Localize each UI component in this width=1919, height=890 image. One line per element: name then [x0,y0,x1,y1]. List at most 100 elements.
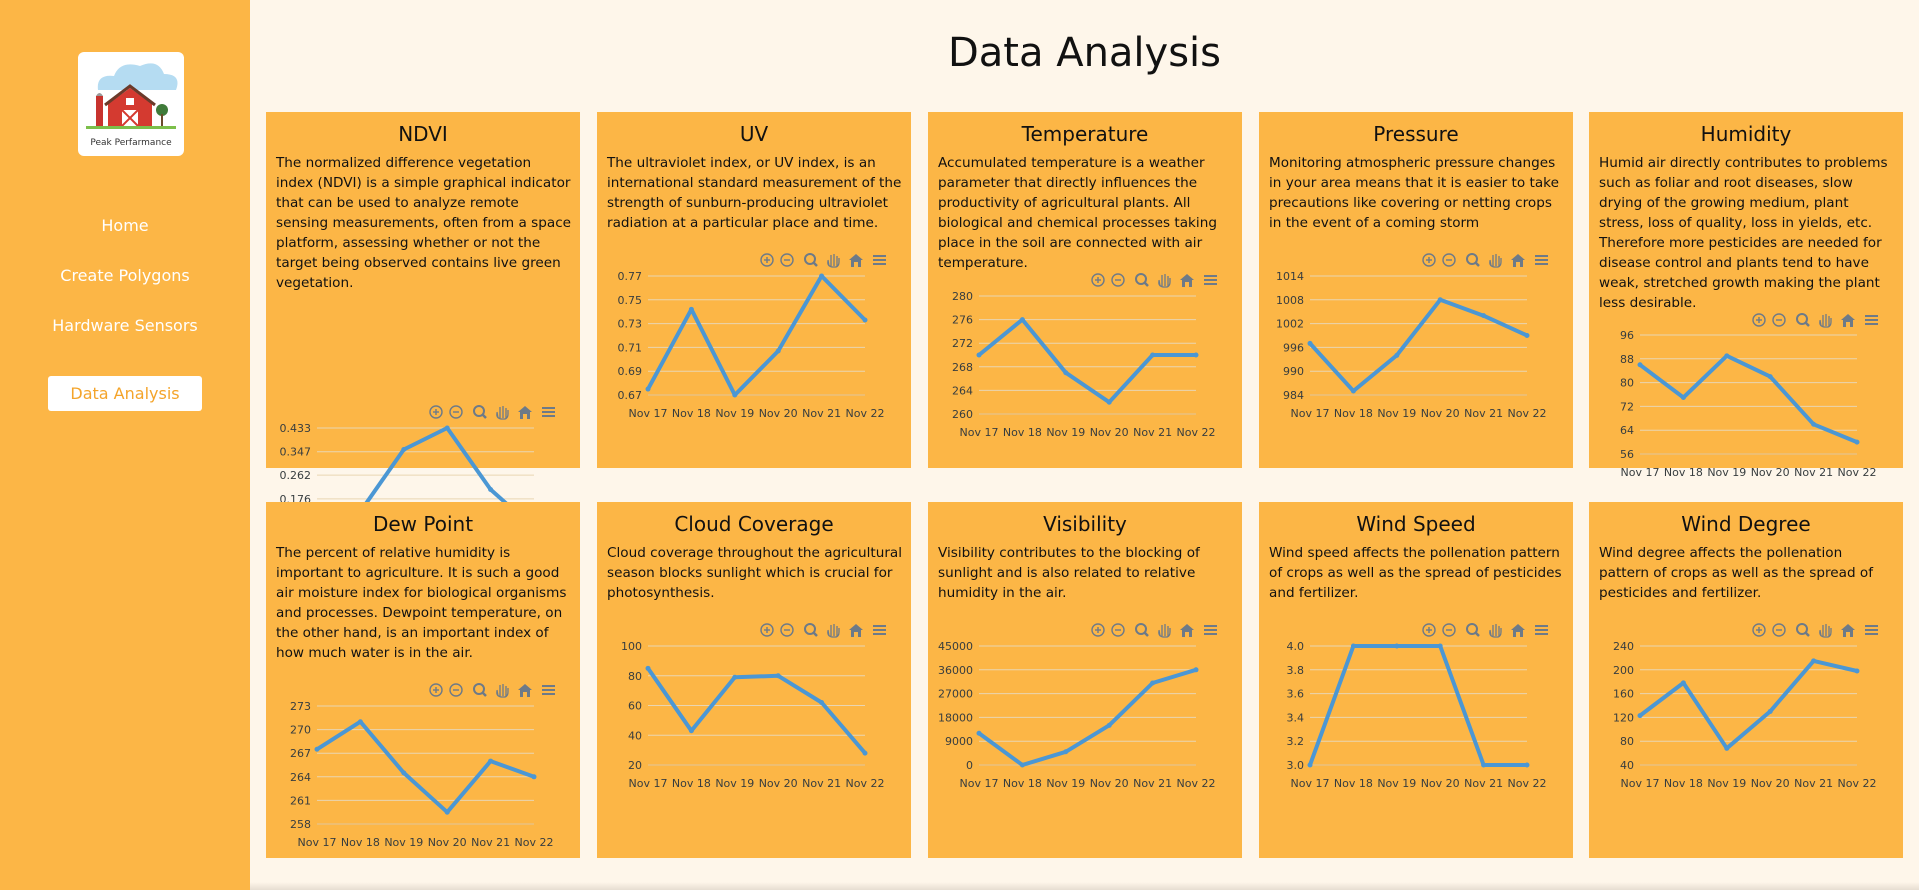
nav-hardware-sensors[interactable]: Hardware Sensors [52,316,198,335]
pan-hand-icon[interactable] [1155,272,1173,288]
card-description: Wind degree affects the pollenation patt… [1599,545,1874,601]
magnifier-icon[interactable] [471,682,489,698]
zoom-out-icon[interactable] [1440,252,1458,268]
sidebar: Peak Perfarmance Home Create Polygons Ha… [0,0,250,890]
x-tick-label: Nov 17 [960,777,999,790]
magnifier-icon[interactable] [1794,622,1812,638]
y-tick-label: 260 [952,408,973,421]
y-tick-label: 3.6 [1287,688,1305,701]
magnifier-icon[interactable] [802,622,820,638]
x-tick-label: Nov 21 [1133,777,1172,790]
zoom-in-icon[interactable] [758,622,776,638]
pan-hand-icon[interactable] [824,622,842,638]
zoom-in-icon[interactable] [1089,622,1107,638]
zoom-out-icon[interactable] [447,682,465,698]
y-tick-label: 200 [1613,664,1634,677]
zoom-out-icon[interactable] [1109,622,1127,638]
card-description: The ultraviolet index, or UV index, is a… [607,155,902,231]
menu-icon[interactable] [870,622,888,638]
home-icon[interactable] [516,404,534,420]
magnifier-icon[interactable] [1464,622,1482,638]
menu-icon[interactable] [1201,272,1219,288]
nav-data-analysis[interactable]: Data Analysis [48,376,202,411]
pan-hand-icon[interactable] [1155,622,1173,638]
card-description: The percent of relative humidity is impo… [276,545,567,661]
home-icon[interactable] [847,252,865,268]
data-point [1150,680,1156,686]
page-title: Data Analysis [947,30,1222,76]
zoom-out-icon[interactable] [778,252,796,268]
data-point [1767,708,1773,714]
pan-hand-icon[interactable] [1486,252,1504,268]
zoom-in-icon[interactable] [1089,272,1107,288]
home-icon[interactable] [1509,252,1527,268]
zoom-out-icon[interactable] [1770,312,1788,328]
zoom-out-icon[interactable] [447,404,465,420]
y-tick-label: 990 [1283,365,1304,378]
zoom-out-icon[interactable] [1440,622,1458,638]
menu-icon[interactable] [1532,622,1550,638]
menu-icon[interactable] [1862,622,1880,638]
magnifier-icon[interactable] [1464,252,1482,268]
home-icon[interactable] [516,682,534,698]
x-tick-label: Nov 22 [846,777,885,790]
nav-create-polygons[interactable]: Create Polygons [60,266,190,285]
menu-icon[interactable] [539,682,557,698]
menu-icon[interactable] [539,404,557,420]
zoom-out-icon[interactable] [778,622,796,638]
x-tick-label: Nov 18 [1334,407,1373,420]
data-point [645,386,651,392]
home-icon[interactable] [1509,622,1527,638]
series-line [646,274,867,397]
app-logo[interactable]: Peak Perfarmance [78,52,184,156]
magnifier-icon[interactable] [471,404,489,420]
data-point [775,673,781,679]
line-chart: 0.67 0.69 0.71 0.73 0.75 0.77 Nov 17 Nov 18 Nov … [618,270,885,420]
zoom-in-icon[interactable] [427,682,445,698]
home-icon[interactable] [1178,272,1196,288]
y-tick-label: 88 [1620,353,1634,366]
data-point [444,809,450,815]
y-tick-label: 240 [1613,640,1634,653]
zoom-out-icon[interactable] [1109,272,1127,288]
zoom-out-icon[interactable] [1770,622,1788,638]
data-point [401,770,407,776]
home-icon[interactable] [847,622,865,638]
zoom-in-icon[interactable] [1420,252,1438,268]
menu-icon[interactable] [1201,622,1219,638]
y-tick-label: 80 [1620,735,1634,748]
card-title: Wind Speed [1356,512,1476,536]
y-tick-label: 270 [290,724,311,737]
pan-hand-icon[interactable] [493,404,511,420]
menu-icon[interactable] [1532,252,1550,268]
y-tick-label: 3.2 [1287,735,1305,748]
zoom-in-icon[interactable] [1420,622,1438,638]
zoom-in-icon[interactable] [758,252,776,268]
menu-icon[interactable] [870,252,888,268]
menu-icon[interactable] [1862,312,1880,328]
pan-hand-icon[interactable] [1816,622,1834,638]
x-tick-label: Nov 20 [759,407,798,420]
y-tick-label: 45000 [938,640,973,653]
data-point [1193,352,1199,358]
zoom-in-icon[interactable] [1750,312,1768,328]
zoom-in-icon[interactable] [427,404,445,420]
home-icon[interactable] [1839,312,1857,328]
pan-hand-icon[interactable] [824,252,842,268]
line-chart: 20 40 60 80 100 Nov 17 Nov 18 Nov 19 Nov 20 Nov 2… [621,640,885,790]
home-icon[interactable] [1839,622,1857,638]
zoom-in-icon[interactable] [1750,622,1768,638]
pan-hand-icon[interactable] [1816,312,1834,328]
card-title: UV [739,122,769,146]
magnifier-icon[interactable] [1133,272,1151,288]
y-tick-label: 0.67 [618,389,643,402]
y-tick-label: 0 [966,759,973,772]
pan-hand-icon[interactable] [493,682,511,698]
home-icon[interactable] [1178,622,1196,638]
magnifier-icon[interactable] [1794,312,1812,328]
magnifier-icon[interactable] [1133,622,1151,638]
pan-hand-icon[interactable] [1486,622,1504,638]
nav-home[interactable]: Home [101,216,149,235]
data-point [1724,353,1730,359]
magnifier-icon[interactable] [802,252,820,268]
